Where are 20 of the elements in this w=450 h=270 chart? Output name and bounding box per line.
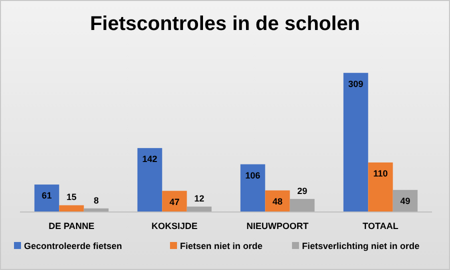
data-label: 142 <box>142 154 158 164</box>
data-label: 110 <box>373 168 388 178</box>
legend-label: Fietsen niet in orde <box>180 241 263 251</box>
data-label: 12 <box>194 194 204 204</box>
data-label: 29 <box>297 186 308 196</box>
legend-label: Gecontroleerde fietsen <box>24 241 122 251</box>
data-label: 106 <box>245 170 260 180</box>
data-label: 47 <box>169 196 180 207</box>
x-tick-label: DE PANNE <box>48 221 94 231</box>
data-label: 8 <box>94 195 99 206</box>
data-label: 15 <box>66 192 77 202</box>
data-label: 48 <box>272 196 283 206</box>
chart-title: Fietscontroles in de scholen <box>90 13 360 35</box>
x-tick-label: KOKSIJDE <box>151 221 198 231</box>
x-tick-label: TOTAAL <box>362 221 399 231</box>
legend-label: Fietsverlichting niet in orde <box>302 241 420 251</box>
data-label: 309 <box>348 78 364 89</box>
data-label: 49 <box>400 196 410 206</box>
x-tick-label: NIEUWPOORT <box>246 221 309 231</box>
data-label: 61 <box>42 190 52 201</box>
